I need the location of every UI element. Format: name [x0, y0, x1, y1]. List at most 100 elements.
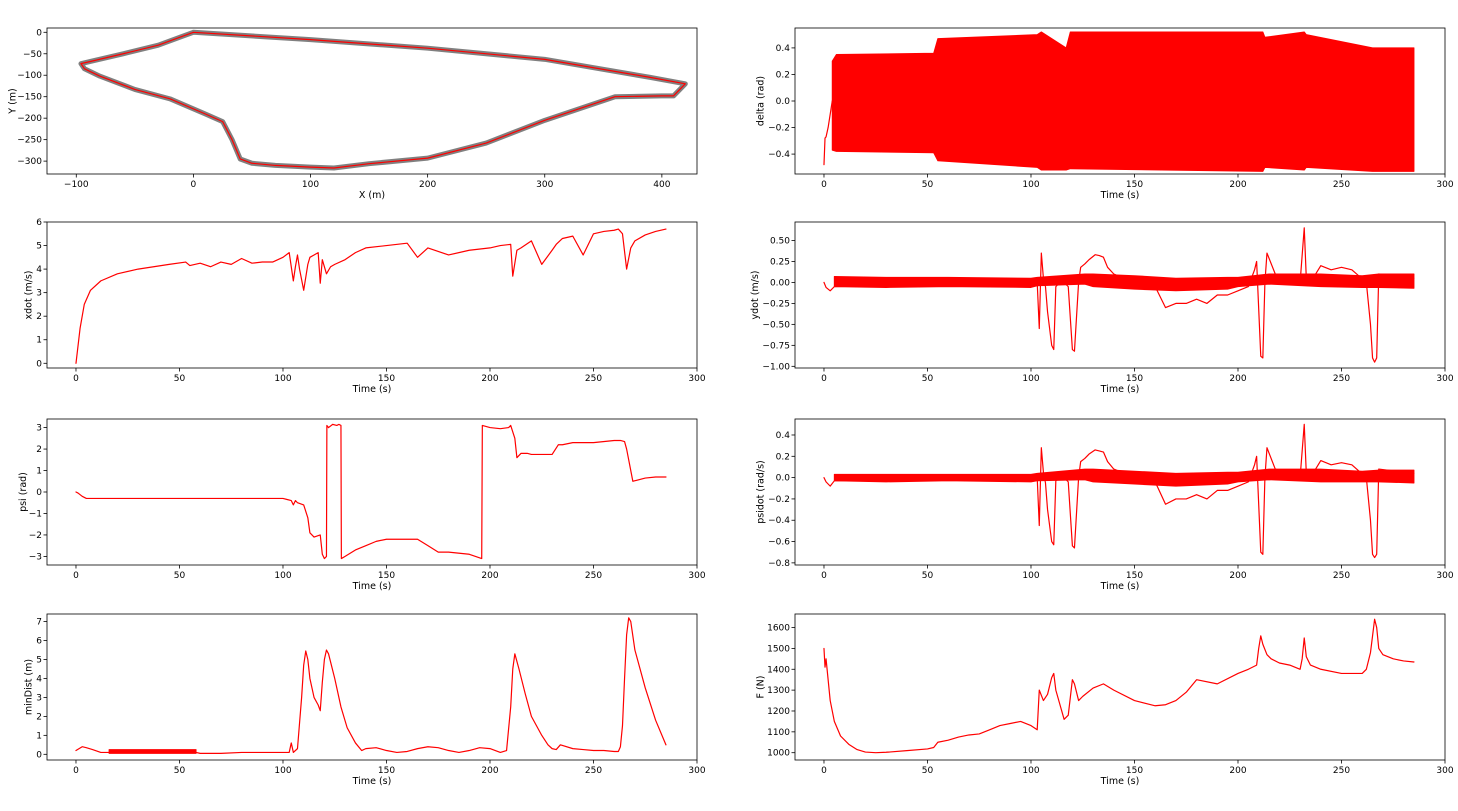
y-axis-label: minDist (m): [24, 659, 35, 715]
y-axis-label: xdot (m/s): [24, 270, 35, 319]
x-tick-label: 100: [302, 180, 319, 190]
y-tick-label: 0.4: [776, 44, 791, 54]
x-tick-label: 200: [481, 766, 498, 776]
y-tick-label: −0.2: [768, 124, 790, 134]
y-tick-label: 4: [36, 674, 42, 684]
x-tick-label: 200: [1229, 374, 1246, 384]
x-tick-label: 50: [174, 374, 186, 384]
x-tick-label: 0: [821, 766, 827, 776]
plot-area: [75, 423, 667, 560]
y-tick-label: −1.00: [762, 362, 790, 372]
y-tick-label: 4: [36, 265, 42, 275]
series-line-1: [823, 227, 1415, 363]
x-tick-label: 100: [1022, 374, 1039, 384]
y-tick-label: 3: [36, 289, 42, 299]
x-tick-label: 150: [1126, 766, 1143, 776]
x-tick-label: 150: [1126, 374, 1143, 384]
y-tick-label: 1100: [767, 728, 790, 738]
x-tick-label: 150: [378, 571, 395, 581]
y-tick-label: 1300: [767, 686, 790, 696]
subplot-ydot: 0 50 100 150 200 250 300 0.50 0.25 0.00 −0.25 −0.50…: [750, 221, 1454, 395]
y-tick-label: 0.50: [770, 236, 790, 246]
y-tick-label: 0: [36, 750, 42, 760]
x-tick-label: 50: [922, 571, 934, 581]
plot-area: [823, 618, 1415, 754]
y-tick-label: 0: [36, 359, 42, 369]
x-tick-label: 300: [1436, 571, 1453, 581]
y-axis-label: delta (rad): [755, 76, 766, 126]
subplot-psidot: 0 50 100 150 200 250 300 0.4 0.2 0.0 −0.2 −0.4 −0.6 −…: [755, 418, 1454, 592]
y-tick-label: −0.4: [768, 516, 790, 526]
x-tick-label: 400: [653, 180, 670, 190]
y-tick-label: 3: [36, 693, 42, 703]
y-tick-label: −1: [29, 509, 42, 519]
series-line-0: [823, 618, 1415, 754]
x-tick-label: 100: [1022, 180, 1039, 190]
x-axis-label: Time (s): [1100, 190, 1140, 201]
y-tick-label: 1500: [767, 644, 790, 654]
subplot-force: 0 50 100 150 200 250 300 1000 1100 1200 1300 1400 15…: [755, 613, 1454, 787]
plot-area: [78, 29, 688, 171]
x-tick-label: 250: [1333, 374, 1350, 384]
y-tick-label: 1: [36, 336, 42, 346]
y-tick-label: 2: [36, 712, 42, 722]
x-tick-label: 300: [688, 766, 705, 776]
y-tick-label: 0.2: [776, 452, 790, 462]
y-tick-label: −0.50: [762, 320, 790, 330]
plot-area: [75, 617, 667, 754]
y-tick-label: −50: [23, 50, 42, 60]
x-tick-label: −100: [64, 180, 89, 190]
subplot-xdot: 0 50 100 150 200 250 300 0 1 2 3 4 5 6 Time (s) xdot (m…: [24, 218, 706, 395]
y-axis-label: psi (rad): [18, 472, 29, 512]
axes-frame: [794, 221, 1446, 369]
x-tick-label: 150: [378, 766, 395, 776]
y-tick-label: 2: [36, 312, 42, 322]
x-tick-label: 300: [688, 571, 705, 581]
y-tick-label: 5: [36, 242, 42, 252]
axes-frame: [46, 613, 698, 761]
axes-frame: [794, 613, 1446, 761]
y-tick-label: −0.25: [762, 299, 790, 309]
y-tick-label: 1: [36, 467, 42, 477]
x-axis-label: Time (s): [1100, 581, 1140, 592]
y-tick-label: −250: [17, 136, 42, 146]
y-tick-label: 6: [36, 637, 42, 647]
subplot-psi: 0 50 100 150 200 250 300 3 2 1 0 −1 −2 −3 Time (s) psi …: [18, 418, 706, 592]
y-tick-label: −0.6: [768, 538, 790, 548]
y-axis-label: psidot (rad/s): [755, 460, 766, 524]
y-tick-label: 0.25: [770, 257, 790, 267]
x-tick-label: 200: [419, 180, 436, 190]
x-tick-label: 50: [922, 766, 934, 776]
x-tick-label: 0: [821, 374, 827, 384]
subplot-xy: −100 0 100 200 300 400 0 −50 −100 −150 −200 −250 −30…: [7, 27, 698, 201]
y-tick-label: 0: [36, 488, 42, 498]
x-tick-label: 300: [1436, 180, 1453, 190]
y-tick-label: 0.00: [770, 278, 790, 288]
y-axis-label: F (N): [755, 675, 766, 698]
x-axis-label: Time (s): [352, 776, 392, 787]
x-tick-label: 150: [378, 374, 395, 384]
y-tick-label: −3: [29, 552, 42, 562]
series-line-1: [823, 100, 833, 166]
x-tick-label: 50: [922, 180, 934, 190]
series-line-1: [823, 423, 1415, 559]
y-tick-label: 1400: [767, 665, 790, 675]
y-axis-label: ydot (m/s): [750, 270, 761, 319]
x-tick-label: 0: [73, 374, 79, 384]
series-line-1: [80, 31, 686, 169]
x-tick-label: 250: [585, 374, 602, 384]
x-tick-label: 200: [1229, 766, 1246, 776]
x-tick-label: 0: [191, 180, 197, 190]
subplot-mindist: 0 50 100 150 200 250 300 0 1 2 3 4 5 6 7 Time (s) minDis…: [24, 613, 706, 787]
y-tick-label: −2: [29, 531, 42, 541]
y-tick-label: 1000: [767, 749, 790, 759]
y-tick-label: 7: [36, 618, 42, 628]
x-tick-label: 250: [1333, 766, 1350, 776]
x-axis-label: X (m): [359, 190, 385, 201]
y-tick-label: 0.2: [776, 70, 790, 80]
y-tick-label: 5: [36, 656, 42, 666]
x-tick-label: 100: [1022, 766, 1039, 776]
x-tick-label: 250: [1333, 180, 1350, 190]
x-tick-label: 50: [174, 766, 186, 776]
